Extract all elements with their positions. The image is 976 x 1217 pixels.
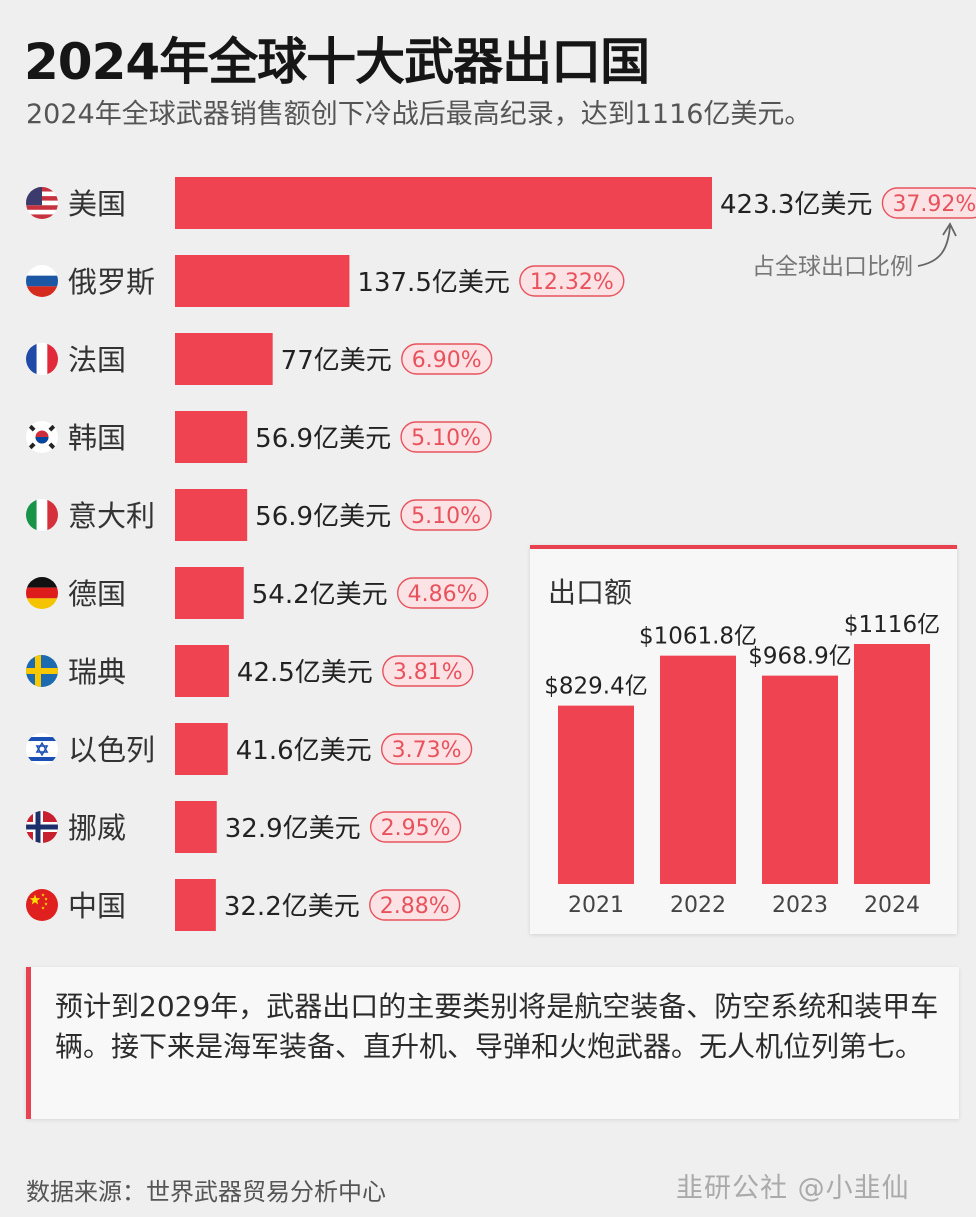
export-bar <box>175 723 228 775</box>
value-label: 42.5亿美元 <box>237 658 373 688</box>
forecast-note: 预计到2029年，武器出口的主要类别将是航空装备、防空系统和装甲车辆。接下来是海… <box>26 967 959 1119</box>
value-label: 54.2亿美元 <box>252 580 388 610</box>
country-label: 韩国 <box>68 421 126 455</box>
country-label: 美国 <box>68 187 126 221</box>
share-label: 3.73% <box>392 738 462 763</box>
annotation-arrowhead <box>942 222 957 237</box>
share-label: 5.10% <box>411 504 481 529</box>
share-label: 5.10% <box>411 426 481 451</box>
country-label: 法国 <box>68 343 126 377</box>
year-value-label: $968.9亿 <box>748 644 851 670</box>
italy-flag-icon <box>26 499 58 531</box>
share-label: 6.90% <box>412 348 482 373</box>
share-label: 2.95% <box>381 816 451 841</box>
export-bar <box>175 645 229 697</box>
export-bar <box>175 879 216 931</box>
us-flag-icon <box>26 187 58 219</box>
korea-flag-icon <box>26 421 58 453</box>
yearly-exports-panel: 出口额 $829.4亿 2021 $1061.8亿 2022 $968.9亿 2023 $1… <box>530 545 957 934</box>
norway-flag-icon <box>26 811 58 843</box>
germany-flag-icon <box>26 577 58 609</box>
share-label: 37.92% <box>892 192 976 217</box>
country-label: 瑞典 <box>68 655 126 689</box>
china-flag-icon <box>26 889 58 921</box>
share-badge <box>519 265 625 297</box>
watermark: 韭研公社 @小韭仙 <box>676 1173 910 1204</box>
country-label: 德国 <box>68 577 126 611</box>
share-badge <box>369 811 462 843</box>
export-bar <box>175 801 217 853</box>
value-label: 137.5亿美元 <box>357 268 509 298</box>
export-bar <box>175 567 244 619</box>
year-bar <box>660 655 736 884</box>
exporters-bar-chart: 美国 423.3亿美元 37.92% 俄罗斯 137.5亿美元 12.32% 法国 77亿美元… <box>26 177 976 931</box>
forecast-text: 预计到2029年，武器出口的主要类别将是航空装备、防空系统和装甲车辆。接下来是海… <box>55 990 939 1063</box>
share-label: 12.32% <box>530 270 614 295</box>
page-subtitle: 2024年全球武器销售额创下冷战后最高纪录，达到1116亿美元。 <box>26 99 812 130</box>
share-badge <box>396 577 489 609</box>
country-label: 挪威 <box>68 811 126 845</box>
year-value-label: $1061.8亿 <box>639 624 757 650</box>
share-annotation: 占全球出口比例 <box>752 254 913 280</box>
year-value-label: $1116亿 <box>844 612 940 638</box>
russia-flag-icon <box>26 265 58 297</box>
country-label: 中国 <box>68 889 126 923</box>
share-badge <box>881 187 976 219</box>
annotation-arrow <box>917 225 951 267</box>
export-bar <box>175 489 248 541</box>
share-badge <box>400 421 492 453</box>
year-value-label: $829.4亿 <box>544 674 647 700</box>
israel-flag-icon <box>26 733 58 765</box>
value-label: 56.9亿美元 <box>255 502 391 532</box>
year-bar <box>854 644 930 884</box>
share-badge <box>401 343 493 375</box>
value-label: 423.3亿美元 <box>720 190 872 220</box>
year-tick-label: 2024 <box>864 893 920 918</box>
year-tick-label: 2023 <box>772 893 828 918</box>
value-label: 77亿美元 <box>281 346 392 376</box>
share-label: 3.81% <box>393 660 463 685</box>
value-label: 32.2亿美元 <box>224 892 360 922</box>
country-label: 俄罗斯 <box>68 265 155 299</box>
yearly-exports-chart: $829.4亿 2021 $1061.8亿 2022 $968.9亿 2023 $1116亿… <box>544 612 940 918</box>
export-bar <box>175 333 273 385</box>
export-bar <box>175 255 350 307</box>
share-badge <box>380 733 473 765</box>
year-tick-label: 2021 <box>568 893 624 918</box>
year-bar <box>762 675 838 884</box>
share-badge <box>400 499 492 531</box>
value-label: 56.9亿美元 <box>255 424 391 454</box>
country-label: 意大利 <box>68 499 155 533</box>
export-bar <box>175 177 712 229</box>
share-badge <box>382 655 474 687</box>
share-badge <box>369 889 461 921</box>
france-flag-icon <box>26 343 58 375</box>
year-tick-label: 2022 <box>670 893 726 918</box>
data-source: 数据来源：世界武器贸易分析中心 <box>26 1178 386 1206</box>
value-label: 41.6亿美元 <box>236 736 372 766</box>
value-label: 32.9亿美元 <box>225 814 361 844</box>
sweden-flag-icon <box>26 655 58 687</box>
export-bar <box>175 411 248 463</box>
year-bar <box>558 705 634 884</box>
page-title: 2024年全球十大武器出口国 <box>24 33 650 91</box>
share-label: 2.88% <box>380 894 450 919</box>
country-label: 以色列 <box>68 733 155 767</box>
inset-title: 出口额 <box>548 576 633 609</box>
share-label: 4.86% <box>408 582 478 607</box>
